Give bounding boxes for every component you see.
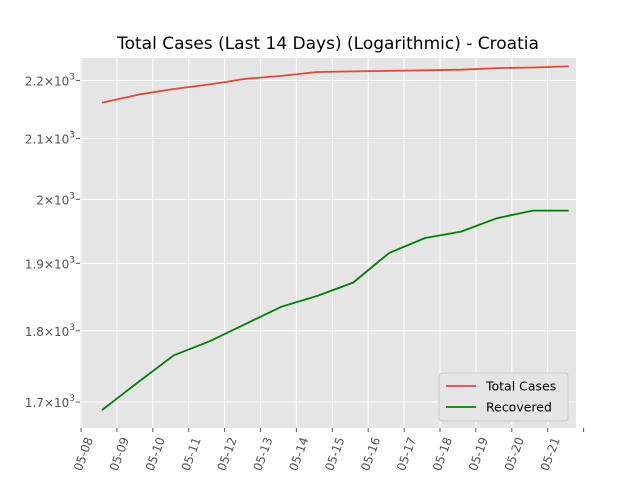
series-lines [101, 65, 569, 411]
y-tick-base: 1.8 [25, 325, 44, 339]
y-tick-base: 2.2 [25, 74, 44, 88]
y-tick-label: 1.7×103 [25, 394, 75, 410]
y-tick-times: ×10 [44, 132, 69, 146]
series-line-recovered [101, 209, 569, 411]
x-tick-label: 05-12 [215, 435, 240, 473]
x-axis: 05-08 05-09 05-10 05-11 05-12 05-13 05-14 05-15… [71, 428, 585, 473]
chart-title: Total Cases (Last 14 Days) (Logarithmic)… [116, 34, 539, 54]
x-tick-label: 05-11 [179, 435, 204, 473]
plot-area [80, 58, 576, 428]
series-line-total-cases [101, 65, 569, 104]
y-tick-label: 1.8×103 [25, 323, 75, 339]
x-tick-label: 05-13 [251, 435, 276, 473]
x-tick-label: 05-16 [358, 435, 383, 473]
grid [80, 58, 585, 428]
y-tick-times: ×10 [44, 74, 69, 88]
y-tick-exponent: 3 [69, 72, 75, 82]
y-tick-base: 2 [36, 193, 44, 207]
x-tick-label: 05-09 [107, 435, 132, 473]
x-tick-label: 05-17 [394, 435, 419, 473]
legend-box [438, 372, 569, 422]
y-tick-base: 1.7 [25, 396, 44, 410]
y-tick-label: 2.1×103 [25, 130, 75, 146]
y-tick-times: ×10 [44, 396, 69, 410]
y-tick-base: 2.1 [25, 132, 44, 146]
y-tick-label: 1.9×103 [25, 255, 75, 271]
y-tick-times: ×10 [44, 257, 69, 271]
x-tick-label: 05-14 [286, 435, 311, 473]
legend-label: Total Cases [485, 379, 556, 394]
y-tick-label: 2×103 [36, 191, 75, 207]
y-tick-label: 2.2×103 [25, 72, 75, 88]
x-tick-label: 05-19 [466, 435, 491, 473]
legend-label: Recovered [486, 400, 552, 415]
x-tick-label: 05-15 [322, 435, 347, 473]
y-tick-exponent: 3 [69, 323, 75, 333]
y-tick-exponent: 3 [69, 130, 75, 140]
y-tick-exponent: 3 [69, 394, 75, 404]
y-tick-exponent: 3 [69, 191, 75, 201]
y-tick-base: 1.9 [25, 257, 44, 271]
x-tick-label: 05-10 [143, 435, 168, 473]
y-tick-times: ×10 [44, 325, 69, 339]
y-tick-exponent: 3 [69, 255, 75, 265]
x-tick-label: 05-08 [71, 435, 96, 473]
x-tick-label: 05-21 [538, 435, 563, 473]
y-tick-times: ×10 [44, 193, 69, 207]
x-tick-label: 05-18 [430, 435, 455, 473]
x-tick-label: 05-20 [502, 435, 527, 473]
legend: Total Cases Recovered [438, 372, 569, 422]
